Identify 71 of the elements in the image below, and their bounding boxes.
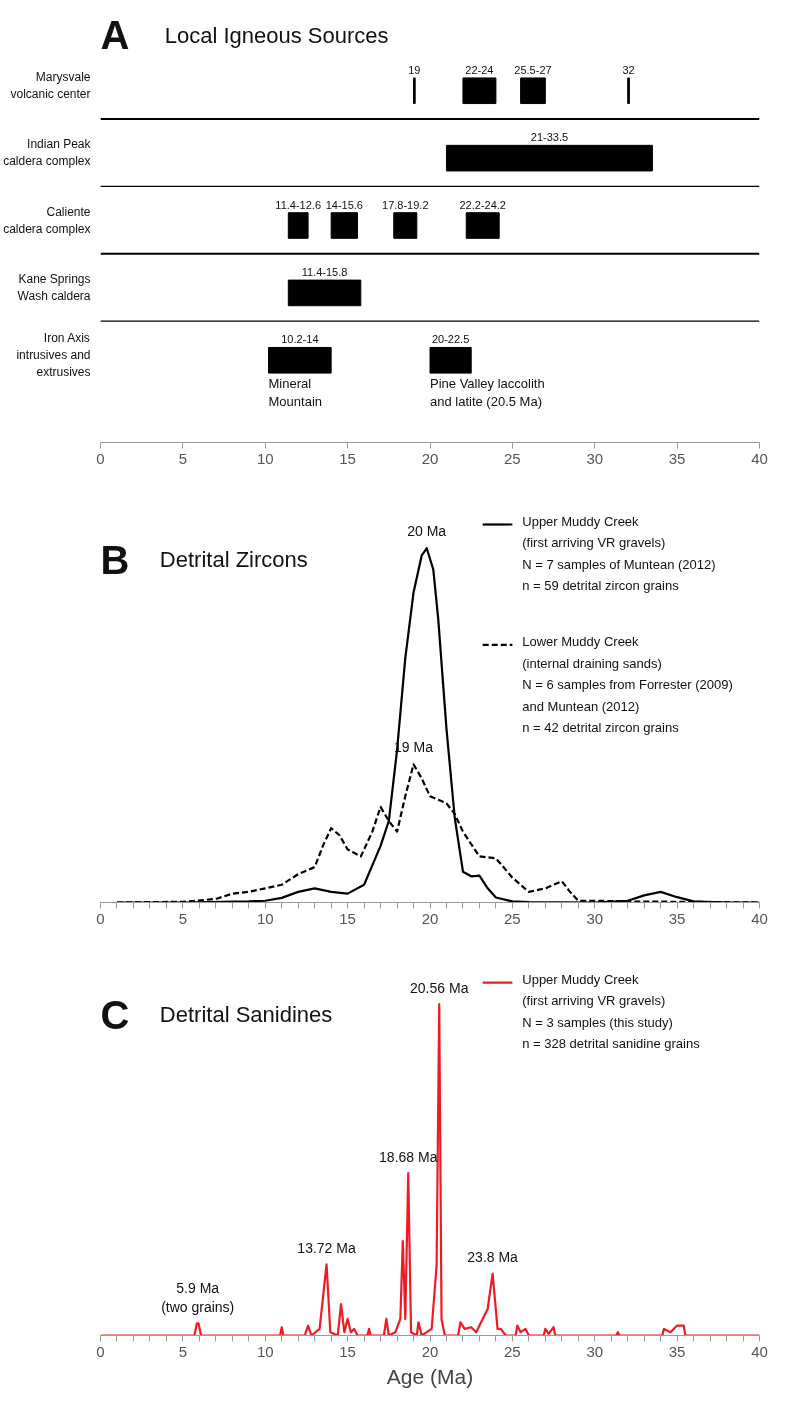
x-tick-label: 40 <box>751 1342 768 1360</box>
data-label: 25.5-27 <box>514 63 552 76</box>
bar <box>445 144 653 172</box>
x-tick-label: 10 <box>256 1342 274 1360</box>
annotation: 23.8 Ma <box>467 1249 519 1266</box>
bar <box>330 212 359 239</box>
legend-label: Upper Muddy Creek (first arriving VR gravels) N = 7 samples of Muntean (2012) n = 59 detrital zircon grains <box>522 513 716 594</box>
x-tick-label: 30 <box>586 909 604 927</box>
x-tick-label: 20 <box>421 1342 439 1360</box>
bar <box>287 279 362 307</box>
chart-subtitle: Detrital Zircons <box>159 547 308 573</box>
x-tick-label: 5 <box>178 1342 188 1360</box>
x-tick-label: 0 <box>96 1342 105 1360</box>
bar <box>429 346 472 374</box>
data-label: 11.4-12.6 <box>275 198 322 211</box>
x-tick-label: 35 <box>668 1342 686 1360</box>
bar <box>462 77 497 105</box>
annotation: 13.72 Ma <box>297 1239 356 1256</box>
x-tick-label: 10 <box>256 909 274 927</box>
bar <box>465 212 500 239</box>
annotation: Pine Valley laccolith and latite (20.5 Ma) <box>430 376 545 410</box>
x-tick-label: 15 <box>339 1342 356 1360</box>
category-label: Marysvale volcanic center <box>10 69 91 101</box>
x-tick-label: 20 <box>421 449 439 467</box>
x-tick-label: 20 <box>421 909 439 927</box>
x-tick-label: 5 <box>178 449 188 467</box>
x-axis-title: Age (Ma) <box>386 1364 474 1388</box>
x-tick-label: 25 <box>504 449 521 467</box>
x-tick-label: 10 <box>256 449 274 467</box>
bar <box>393 212 418 239</box>
x-tick-label: 35 <box>668 909 686 927</box>
x-tick-label: 15 <box>339 909 356 927</box>
chart-subtitle: Detrital Sanidines <box>159 1002 333 1028</box>
data-label: 22-24 <box>465 63 494 76</box>
x-tick-label: 25 <box>504 1342 521 1360</box>
x-tick-label: 30 <box>586 449 604 467</box>
data-label: 22.2-24.2 <box>459 198 506 211</box>
data-label: 32 <box>622 63 635 76</box>
annotation: 5.9 Ma (two grains) <box>161 1279 235 1315</box>
legend-label: Upper Muddy Creek (first arriving VR gravels) N = 3 samples (this study) n = 328 detrital sanidine grains <box>522 971 701 1052</box>
bar <box>520 77 546 105</box>
x-tick-label: 0 <box>96 909 105 927</box>
data-label: 17.8-19.2 <box>382 198 429 211</box>
x-tick-label: 0 <box>96 449 105 467</box>
x-tick-label: 25 <box>504 909 521 927</box>
chart-title: C <box>100 992 130 1037</box>
data-label: 10.2-14 <box>281 333 319 346</box>
data-label: 20-22.5 <box>431 333 470 346</box>
chart-subtitle: Local Igneous Sources <box>164 22 389 48</box>
chart-title: B <box>100 537 130 582</box>
bar <box>287 212 309 239</box>
data-label: 14-15.6 <box>325 198 363 211</box>
data-label: 21-33.5 <box>530 131 569 144</box>
data-label: 11.4-15.8 <box>301 266 348 279</box>
x-tick-label: 5 <box>178 909 188 927</box>
data-label: 19 <box>408 63 421 76</box>
x-tick-label: 30 <box>586 1342 604 1360</box>
bar <box>268 346 332 374</box>
legend-label: Lower Muddy Creek (internal draining sands) N = 6 samples from Forrester (2009) and Muntean (2012) n = 42 detrital zircon grains <box>522 634 733 736</box>
chart-title: A <box>100 13 130 58</box>
x-tick-label: 35 <box>668 449 686 467</box>
annotation: 20.56 Ma <box>410 979 469 996</box>
x-tick-label: 40 <box>751 449 768 467</box>
annotation: 20 Ma <box>407 523 447 540</box>
category-label: Caliente caldera complex <box>3 204 91 236</box>
category-label: Iron Axis intrusives and extrusives <box>16 331 91 379</box>
category-label: Kane Springs Wash caldera <box>17 272 91 303</box>
x-tick-label: 15 <box>339 449 356 467</box>
annotation: Mineral Mountain <box>268 376 323 410</box>
x-tick-label: 40 <box>751 909 768 927</box>
category-label: Indian Peak caldera complex <box>3 137 91 169</box>
